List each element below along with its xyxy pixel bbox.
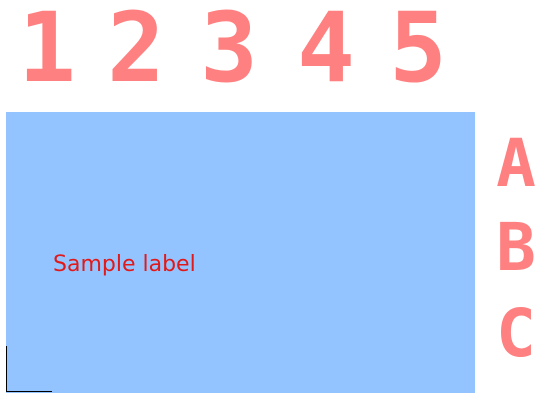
digit-3: 3	[200, 0, 258, 104]
digit-1: 1	[18, 0, 76, 104]
main-panel[interactable]: Sample label	[6, 112, 475, 393]
letter-column: A B C	[490, 120, 545, 380]
letter-b: B	[496, 209, 536, 286]
letter-c: C	[496, 295, 536, 372]
digit-2: 2	[107, 0, 165, 104]
digit-row: 1 2 3 4 5	[0, 0, 545, 100]
digit-4: 4	[297, 0, 355, 104]
digit-5: 5	[389, 0, 447, 104]
sample-label: Sample label	[53, 252, 196, 277]
letter-a: A	[496, 125, 536, 202]
corner-marker	[6, 346, 52, 392]
